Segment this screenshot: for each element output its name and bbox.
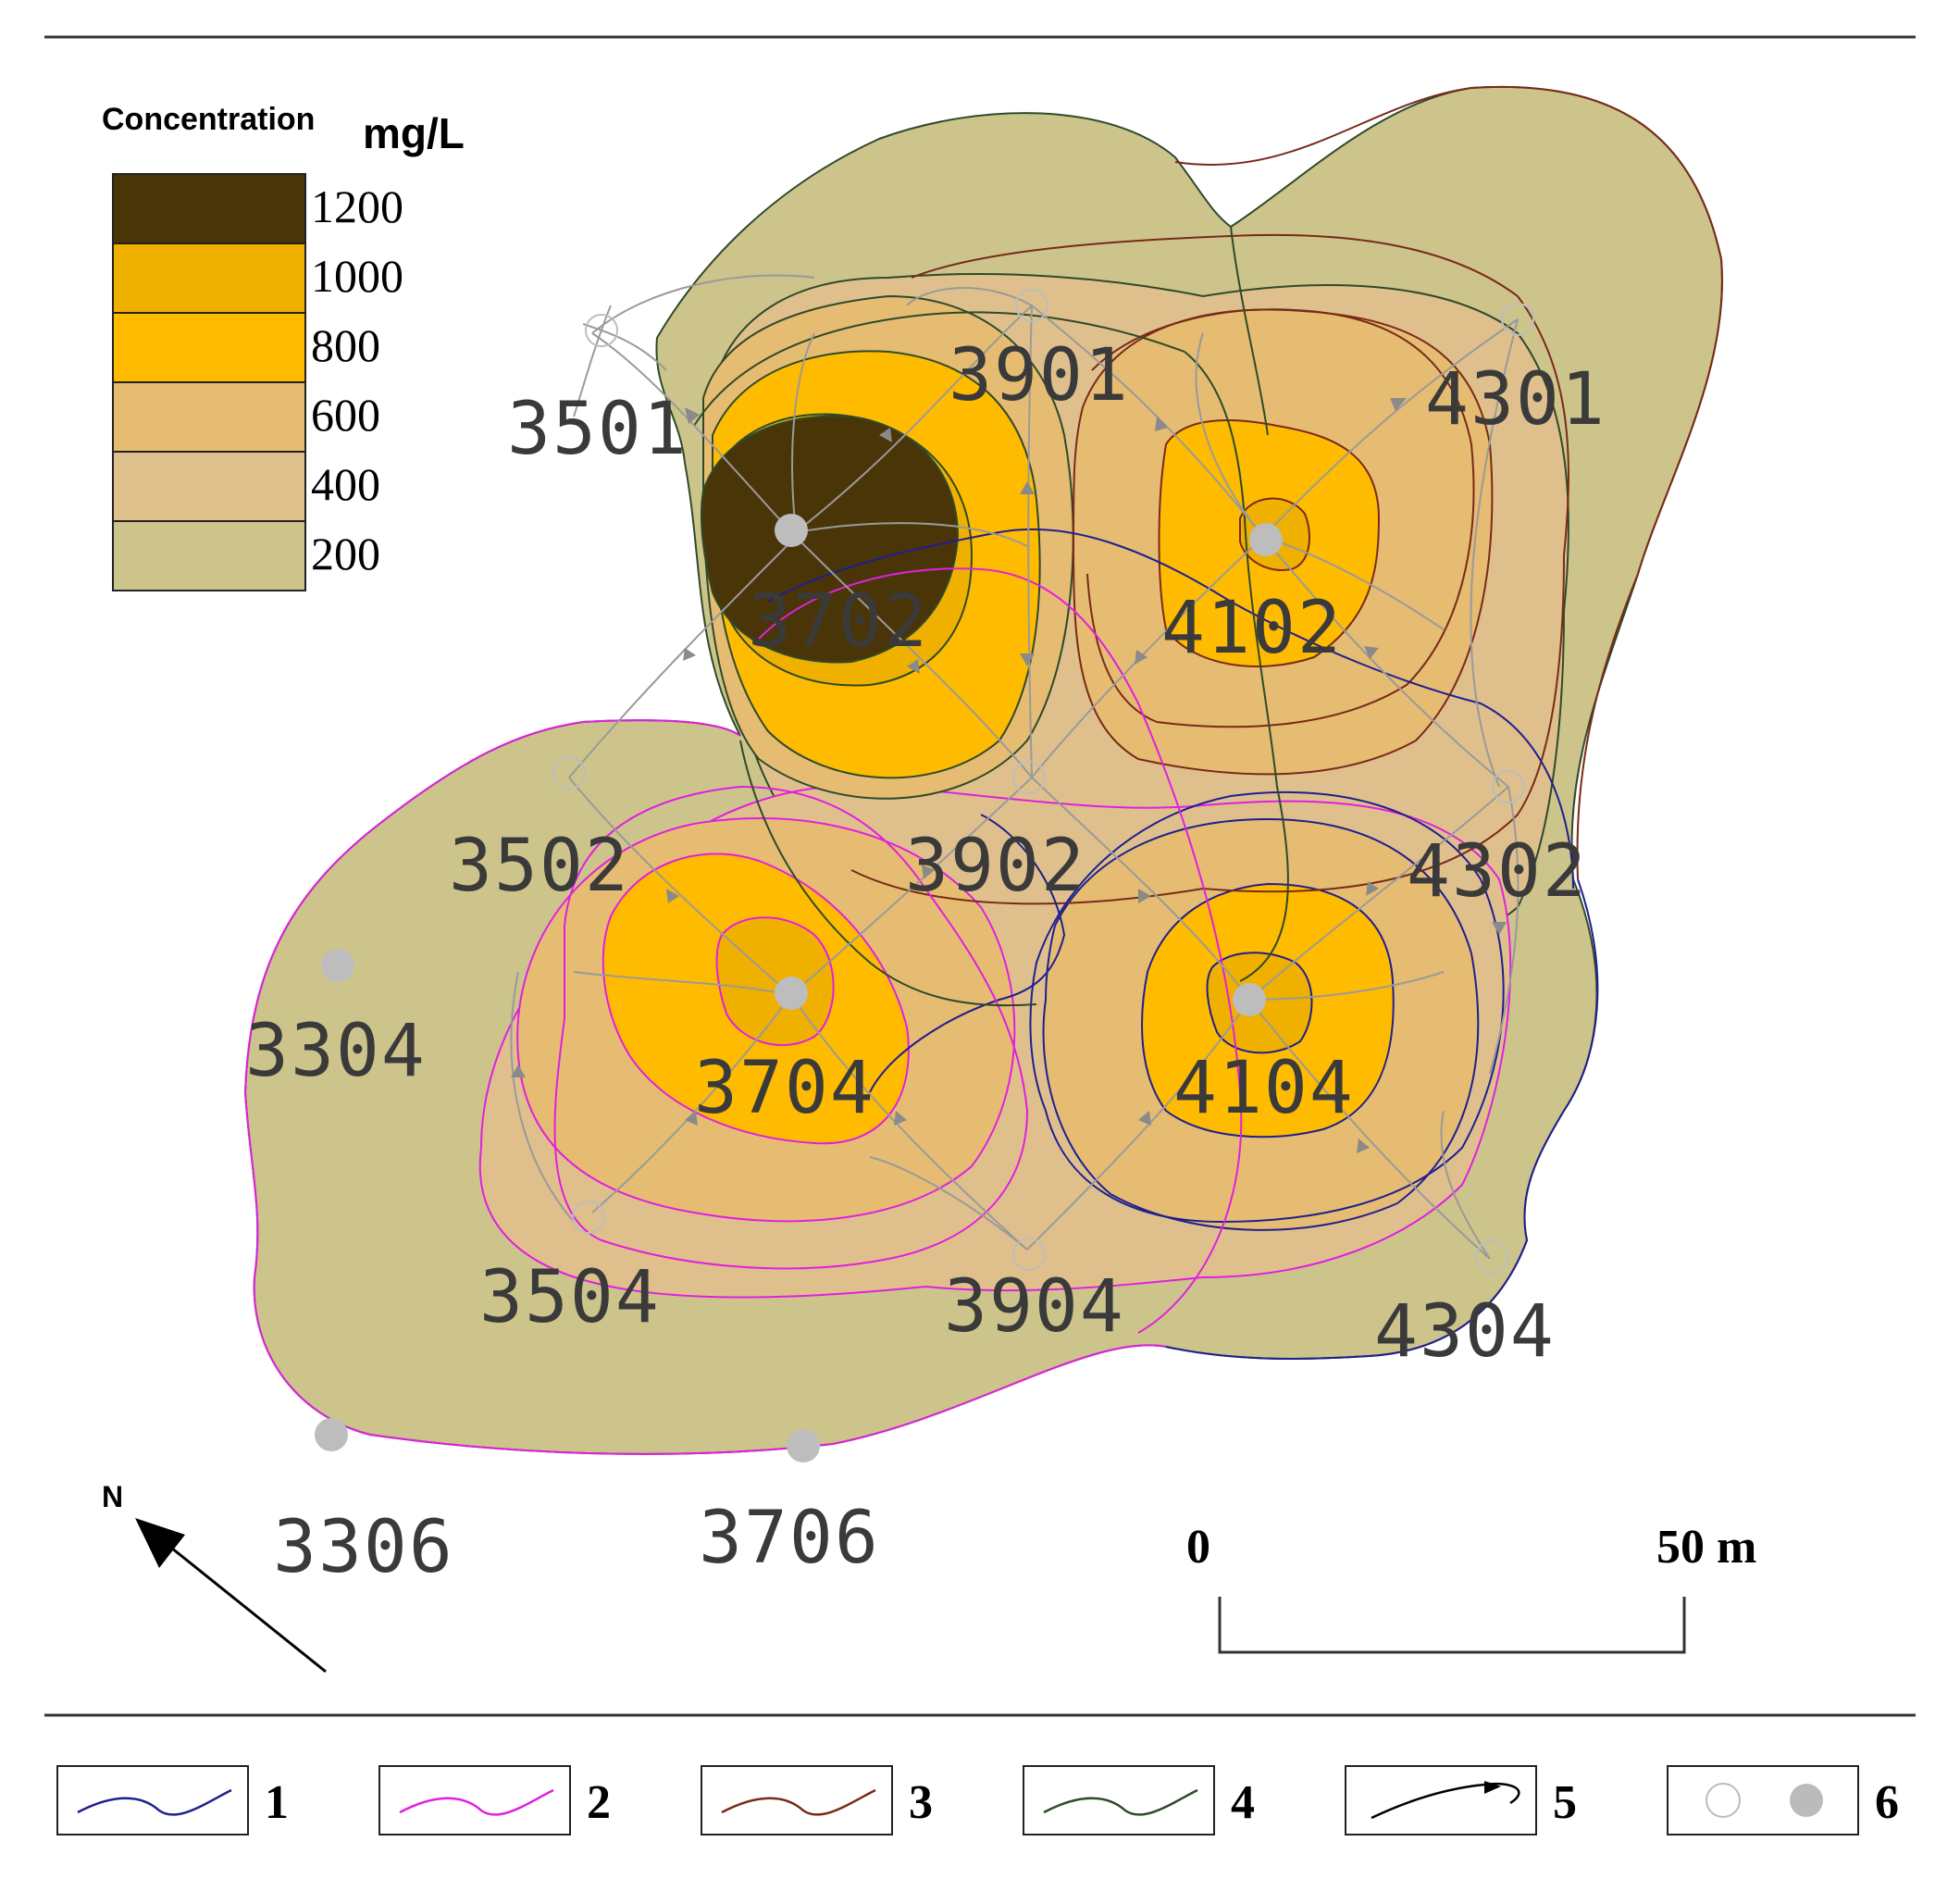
well-label-4102: 4102	[1161, 587, 1343, 670]
key-number-5: 5	[1553, 1776, 1577, 1829]
well-marker-3304	[321, 949, 354, 982]
legend-swatch-1200	[112, 173, 306, 244]
key-number-3: 3	[909, 1776, 933, 1829]
key-line-2	[399, 1788, 554, 1816]
well-marker-4302	[1492, 770, 1525, 803]
well-marker-3902	[1012, 761, 1046, 794]
concentration-legend: Concentration mg/L 1200 1000 800 600 400 200	[102, 102, 465, 591]
key-flow-arrow-icon	[1484, 1781, 1501, 1794]
key-box-3	[701, 1765, 893, 1835]
flow-lines	[510, 274, 1520, 1260]
north-arrow: N	[102, 1480, 327, 1674]
north-arrow-shaft	[156, 1535, 327, 1674]
well-label-3706: 3706	[699, 1497, 880, 1580]
legend-value-400: 400	[311, 458, 380, 510]
well-label-4302: 4302	[1407, 830, 1588, 914]
well-label-3504: 3504	[479, 1256, 661, 1339]
legend-swatch-800	[112, 312, 306, 383]
well-marker-3504	[572, 1201, 605, 1234]
well-label-3904: 3904	[944, 1265, 1125, 1349]
flow-arrowheads	[511, 398, 1507, 1153]
well-label-3702: 3702	[748, 580, 929, 664]
line-key: 1 2 3 4 5 6	[56, 1765, 1899, 1835]
legend-value-200: 200	[311, 528, 380, 579]
key-line-4	[1043, 1788, 1198, 1816]
zone-200-outline-3	[1174, 85, 1723, 880]
key-box-6	[1667, 1765, 1859, 1835]
key-box-4	[1023, 1765, 1215, 1835]
key-number-1: 1	[265, 1776, 289, 1829]
key-box-5	[1345, 1765, 1537, 1835]
key-number-6: 6	[1875, 1776, 1899, 1829]
legend-swatch-600	[112, 381, 306, 453]
key-open-well-icon	[1706, 1783, 1741, 1818]
zone-200-outline-1	[1165, 878, 1599, 1360]
well-marker-3901	[1015, 289, 1048, 322]
legend-value-1000: 1000	[311, 250, 403, 302]
well-marker-4104	[1233, 983, 1266, 1016]
wells: 3501 3901 4301 3702 4102 3502 3902 4302 3304 3704…	[245, 289, 1606, 1589]
well-label-4104: 4104	[1173, 1047, 1355, 1130]
legend-unit: mg/L	[363, 109, 465, 157]
key-line-3	[721, 1788, 876, 1816]
scale-bar-line	[1218, 1597, 1686, 1654]
key-filled-well-icon	[1790, 1784, 1823, 1817]
legend-swatch-200	[112, 520, 306, 591]
key-box-2	[378, 1765, 571, 1835]
legend-value-800: 800	[311, 319, 380, 371]
well-label-4301: 4301	[1425, 358, 1606, 442]
legend-title: Concentration	[102, 102, 315, 137]
north-arrowhead-icon	[135, 1518, 185, 1568]
well-marker-4102	[1249, 523, 1283, 556]
well-label-3901: 3901	[949, 334, 1130, 417]
zone-1200-3702	[701, 415, 960, 664]
well-marker-3704	[775, 977, 808, 1010]
plume	[243, 85, 1723, 1455]
key-number-4: 4	[1231, 1776, 1255, 1829]
well-label-4304: 4304	[1374, 1290, 1556, 1374]
well-label-3304: 3304	[245, 1010, 427, 1093]
legend-swatch-1000	[112, 243, 306, 314]
key-box-1	[56, 1765, 249, 1835]
well-marker-3904	[1012, 1238, 1046, 1271]
well-marker-3501	[585, 314, 618, 347]
scale-end-label: 50 m	[1656, 1521, 1756, 1574]
legend-value-1200: 1200	[311, 180, 403, 232]
legend-swatches: 1200 1000 800 600 400 200	[112, 173, 403, 591]
well-label-3502: 3502	[449, 825, 630, 908]
well-label-3704: 3704	[694, 1047, 875, 1130]
well-marker-4304	[1475, 1240, 1508, 1274]
well-marker-4301	[1501, 303, 1534, 336]
north-label: N	[102, 1480, 123, 1513]
key-flowline	[1371, 1782, 1520, 1820]
well-marker-3706	[787, 1429, 820, 1462]
well-label-3501: 3501	[507, 388, 688, 471]
legend-value-600: 600	[311, 389, 380, 441]
zone-200-outline-2	[243, 719, 1167, 1455]
key-number-2: 2	[587, 1776, 611, 1829]
scale-bar: 0 50 m	[1186, 1521, 1756, 1654]
well-marker-3306	[315, 1418, 348, 1451]
well-label-3902: 3902	[905, 825, 1086, 908]
key-line-1	[77, 1788, 232, 1816]
well-marker-3502	[552, 756, 586, 790]
legend-swatch-400	[112, 451, 306, 522]
scale-start-label: 0	[1186, 1521, 1210, 1574]
contour-lines	[553, 226, 1574, 1334]
well-marker-3702	[775, 514, 808, 547]
well-label-3306: 3306	[273, 1506, 454, 1589]
